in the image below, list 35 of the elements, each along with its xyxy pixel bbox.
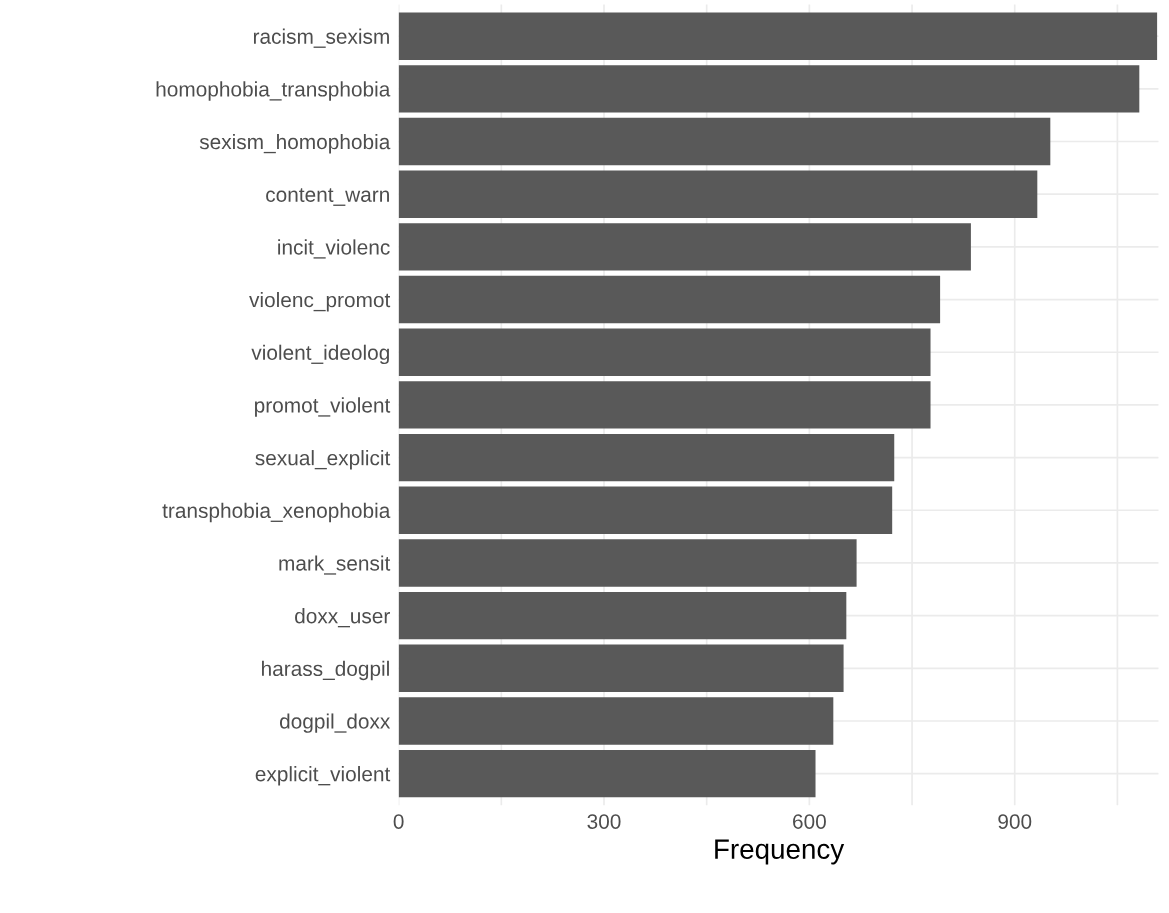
y-tick-label: explicit_violent	[255, 766, 391, 786]
y-tick-label: incit_violenc	[278, 239, 390, 259]
bar	[398, 223, 971, 271]
bar	[398, 12, 1158, 60]
bar	[398, 117, 1051, 166]
x-tick-label: 600	[793, 814, 826, 829]
x-axis-title: Frequency	[715, 839, 845, 865]
bar	[398, 275, 941, 324]
y-tick-label: racism_sexism	[253, 28, 389, 48]
y-tick-label: dogpil_doxx	[279, 713, 391, 733]
y-tick-label: violent_ideolog	[251, 344, 389, 365]
y-tick-label: violenc_promot	[249, 292, 391, 312]
bar	[398, 697, 834, 745]
bar	[398, 486, 893, 534]
y-tick-label: transphobia_xenophobia	[162, 502, 391, 523]
y-tick-label: mark_sensit	[279, 555, 391, 575]
y-tick-label: sexual_explicit	[255, 450, 391, 470]
y-tick-label: content_warn	[266, 188, 389, 206]
bar	[398, 433, 895, 482]
y-tick-label: harass_dogpil	[262, 660, 389, 681]
y-tick-label: doxx_user	[295, 608, 390, 628]
bar	[398, 591, 847, 640]
x-tick-label: 300	[587, 814, 621, 829]
bar	[398, 539, 857, 587]
y-tick-label: homophobia_transphobia	[156, 81, 391, 101]
bar	[398, 170, 1038, 218]
bar	[398, 65, 1140, 113]
bar	[398, 644, 844, 693]
x-tick-label: 0	[393, 814, 404, 829]
x-tick-label: 900	[998, 814, 1032, 829]
y-tick-label: sexism_homophobia	[199, 133, 391, 154]
bar	[398, 749, 816, 798]
bar	[398, 328, 931, 376]
y-tick-label: promot_violent	[255, 397, 391, 417]
bar	[398, 381, 931, 429]
